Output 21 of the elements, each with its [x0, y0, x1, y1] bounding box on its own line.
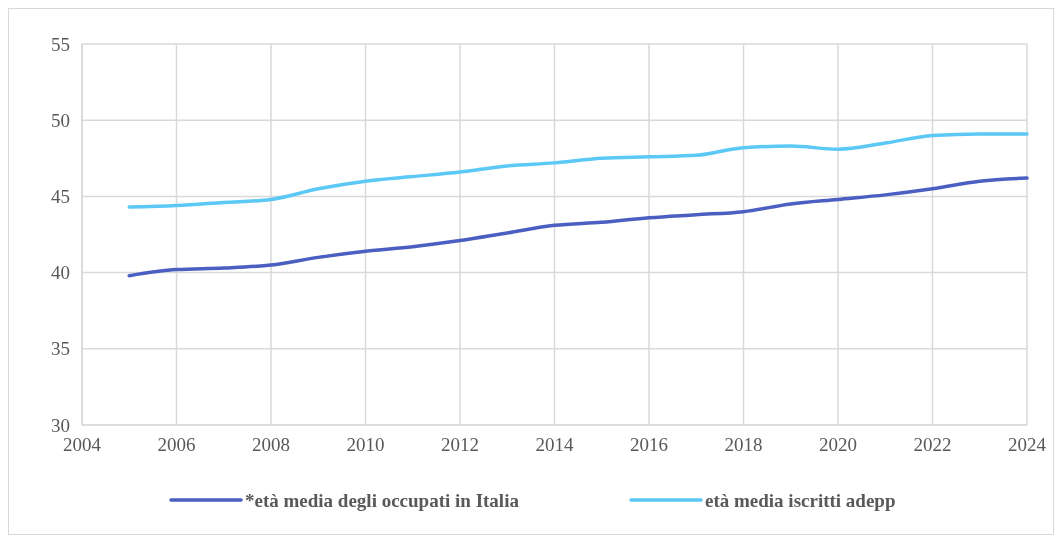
x-tick-label: 2014 [535, 434, 574, 455]
x-tick-label: 2012 [441, 434, 479, 455]
legend-label: età media iscritti adepp [705, 489, 896, 511]
x-tick-label: 2008 [252, 434, 290, 455]
y-tick-label: 35 [51, 338, 70, 360]
y-tick-label: 55 [51, 33, 70, 55]
line-series [127, 132, 1029, 209]
y-tick-label: 30 [51, 414, 70, 436]
y-tick-label: 50 [51, 109, 70, 131]
x-tick-label: 2024 [1008, 434, 1047, 455]
x-tick-label: 2006 [157, 434, 196, 455]
x-tick-label: 2018 [724, 434, 763, 455]
y-tick-label: 40 [51, 262, 70, 284]
x-tick-label: 2010 [346, 434, 385, 455]
x-tick-label: 2022 [913, 434, 952, 455]
x-tick-label: 2004 [63, 434, 102, 455]
x-tick-label: 2020 [819, 434, 857, 455]
line-series [127, 176, 1029, 278]
y-tick-label: 45 [51, 186, 70, 208]
x-tick-label: 2016 [630, 434, 668, 455]
legend-label: *età media degli occupati in Italia [245, 489, 520, 511]
